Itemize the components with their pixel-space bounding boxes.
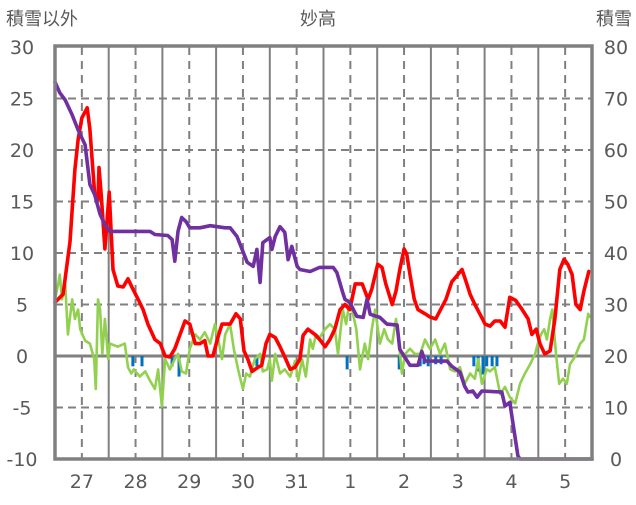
- precipitation-bar: [490, 356, 494, 367]
- x-tick-label: 31: [285, 471, 309, 493]
- plot-frame: [53, 44, 594, 461]
- precipitation-bar: [481, 356, 485, 375]
- y-right-tick-label: 30: [604, 295, 628, 317]
- y-left-tick-label: 0: [16, 346, 28, 368]
- y-left-tick-label: 15: [10, 192, 34, 214]
- green-series-line: [53, 273, 592, 408]
- y-right-tick-label: 60: [604, 140, 628, 162]
- y-left-tick-label: -10: [6, 449, 37, 471]
- x-tick-label: 30: [231, 471, 255, 493]
- y-right-tick-label: 0: [610, 449, 622, 471]
- y-left-tick-label: 5: [16, 295, 28, 317]
- gridlines: [55, 47, 592, 459]
- y-left-tick-label: -5: [13, 398, 32, 420]
- chart-title: 妙高: [300, 9, 336, 30]
- x-tick-label: 1: [344, 471, 356, 493]
- tick-labels: 27 28 29 30 31 1 2 3 4 5302520151050-5-1080706050…: [6, 37, 628, 493]
- x-tick-label: 28: [123, 471, 147, 493]
- right-axis-label: 積雪: [596, 9, 632, 30]
- precipitation-bar: [177, 356, 181, 377]
- precipitation-bar: [397, 356, 401, 370]
- y-right-tick-label: 80: [604, 37, 628, 59]
- y-right-tick-label: 70: [604, 89, 628, 111]
- x-tick-label: 5: [559, 471, 571, 493]
- x-tick-label: 2: [398, 471, 410, 493]
- x-tick-label: 4: [505, 471, 517, 493]
- snow-depth-line: [53, 80, 594, 461]
- red-series-line: [53, 106, 591, 374]
- y-right-tick-label: 20: [604, 346, 628, 368]
- y-left-tick-label: 20: [10, 140, 34, 162]
- y-left-tick-label: 25: [10, 89, 34, 111]
- precipitation-bar: [170, 356, 174, 367]
- precipitation-bar: [140, 356, 144, 367]
- precipitation-bar: [345, 356, 349, 370]
- series-marks: [53, 80, 594, 461]
- y-left-tick-label: 10: [10, 243, 34, 265]
- left-axis-label: 積雪以外: [6, 9, 78, 30]
- x-tick-label: 3: [452, 471, 464, 493]
- y-left-tick-label: 30: [10, 37, 34, 59]
- precipitation-bar: [495, 356, 499, 367]
- precipitation-bar: [131, 356, 135, 367]
- x-tick-label: 29: [177, 471, 201, 493]
- precipitation-bar: [472, 356, 476, 367]
- y-right-tick-label: 40: [604, 243, 628, 265]
- precipitation-bar: [485, 356, 489, 367]
- precipitation-bar: [255, 356, 259, 367]
- x-tick-label: 27: [70, 471, 94, 493]
- y-right-tick-label: 10: [604, 398, 628, 420]
- y-right-tick-label: 50: [604, 192, 628, 214]
